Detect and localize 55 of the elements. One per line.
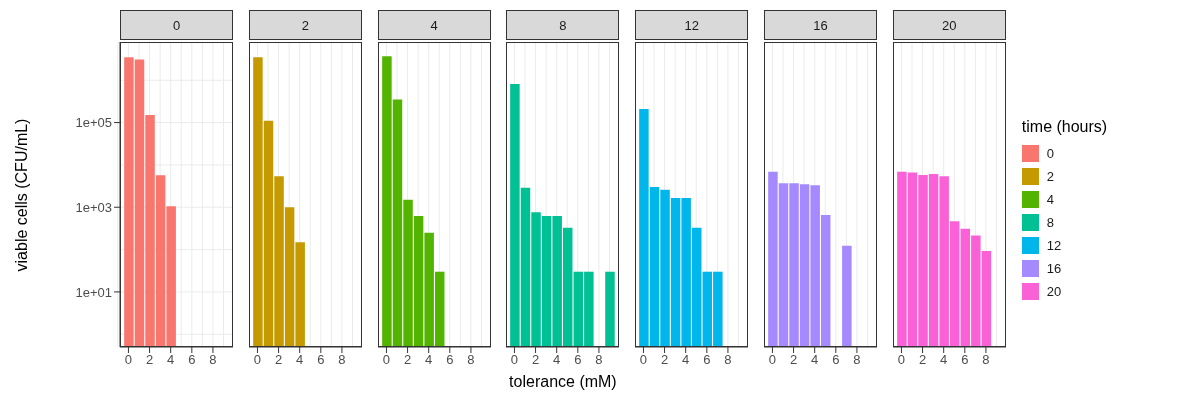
x-tick-label: 8	[982, 352, 990, 368]
x-tick-label: 8	[209, 352, 217, 368]
x-tick-label: 4	[295, 352, 304, 368]
legend-label: 0	[1046, 146, 1055, 161]
y-axis-title: viable cells (CFU/mL)	[13, 118, 31, 271]
x-tick-label: 6	[574, 352, 582, 368]
x-tick-label: 8	[595, 352, 603, 368]
x-tick-label: 8	[724, 352, 732, 368]
chart-title: 20	[892, 10, 1006, 40]
x-tick-label: 6	[445, 352, 454, 368]
x-tick-label: 6	[832, 352, 840, 368]
chart-title: 8	[506, 10, 620, 40]
y-tick-label: 1e+01	[75, 284, 112, 300]
chart-title: 12	[635, 10, 749, 40]
legend-label: 16	[1046, 261, 1062, 276]
x-tick-label: 0	[640, 352, 648, 368]
x-tick-label: 0	[382, 352, 390, 368]
x-tick-label: 0	[511, 352, 519, 368]
x-tick-label: 0	[897, 352, 905, 368]
x-tick-label: 0	[124, 352, 133, 368]
chart-title: 4	[377, 10, 491, 40]
y-tick-label: 1e+05	[75, 115, 112, 131]
x-tick-label: 6	[703, 352, 711, 368]
x-tick-label: 6	[316, 352, 325, 368]
legend-label: 4	[1046, 192, 1055, 207]
x-tick-label: 2	[661, 352, 669, 368]
x-axis-title: tolerance (mM)	[508, 373, 618, 391]
legend-label: 20	[1046, 284, 1062, 299]
legend-label: 2	[1046, 169, 1055, 184]
x-tick-label: 2	[274, 352, 282, 368]
x-tick-label: 8	[338, 352, 346, 368]
chart-title: 16	[764, 10, 877, 40]
x-tick-label: 6	[960, 352, 969, 368]
x-tick-label: 4	[553, 352, 561, 368]
x-tick-label: 4	[424, 352, 432, 368]
x-tick-label: 2	[918, 352, 926, 368]
x-tick-label: 4	[811, 352, 819, 368]
x-tick-label: 4	[167, 352, 175, 368]
legend-title: time (hours)	[1021, 118, 1108, 136]
x-tick-label: 8	[853, 352, 861, 368]
chart-title: 0	[120, 10, 233, 40]
x-tick-label: 4	[939, 352, 948, 368]
legend-label: 8	[1046, 215, 1055, 230]
legend-label: 12	[1046, 238, 1062, 253]
x-tick-label: 2	[532, 352, 540, 368]
y-tick-label: 1e+03	[75, 199, 112, 215]
x-tick-label: 2	[789, 352, 798, 368]
x-tick-label: 2	[403, 352, 411, 368]
x-tick-label: 6	[188, 352, 196, 368]
x-tick-label: 4	[682, 352, 690, 368]
x-tick-label: 0	[253, 352, 261, 368]
x-tick-label: 0	[768, 352, 777, 368]
x-tick-label: 2	[145, 352, 154, 368]
x-tick-label: 8	[466, 352, 475, 368]
chart-title: 2	[248, 10, 362, 40]
